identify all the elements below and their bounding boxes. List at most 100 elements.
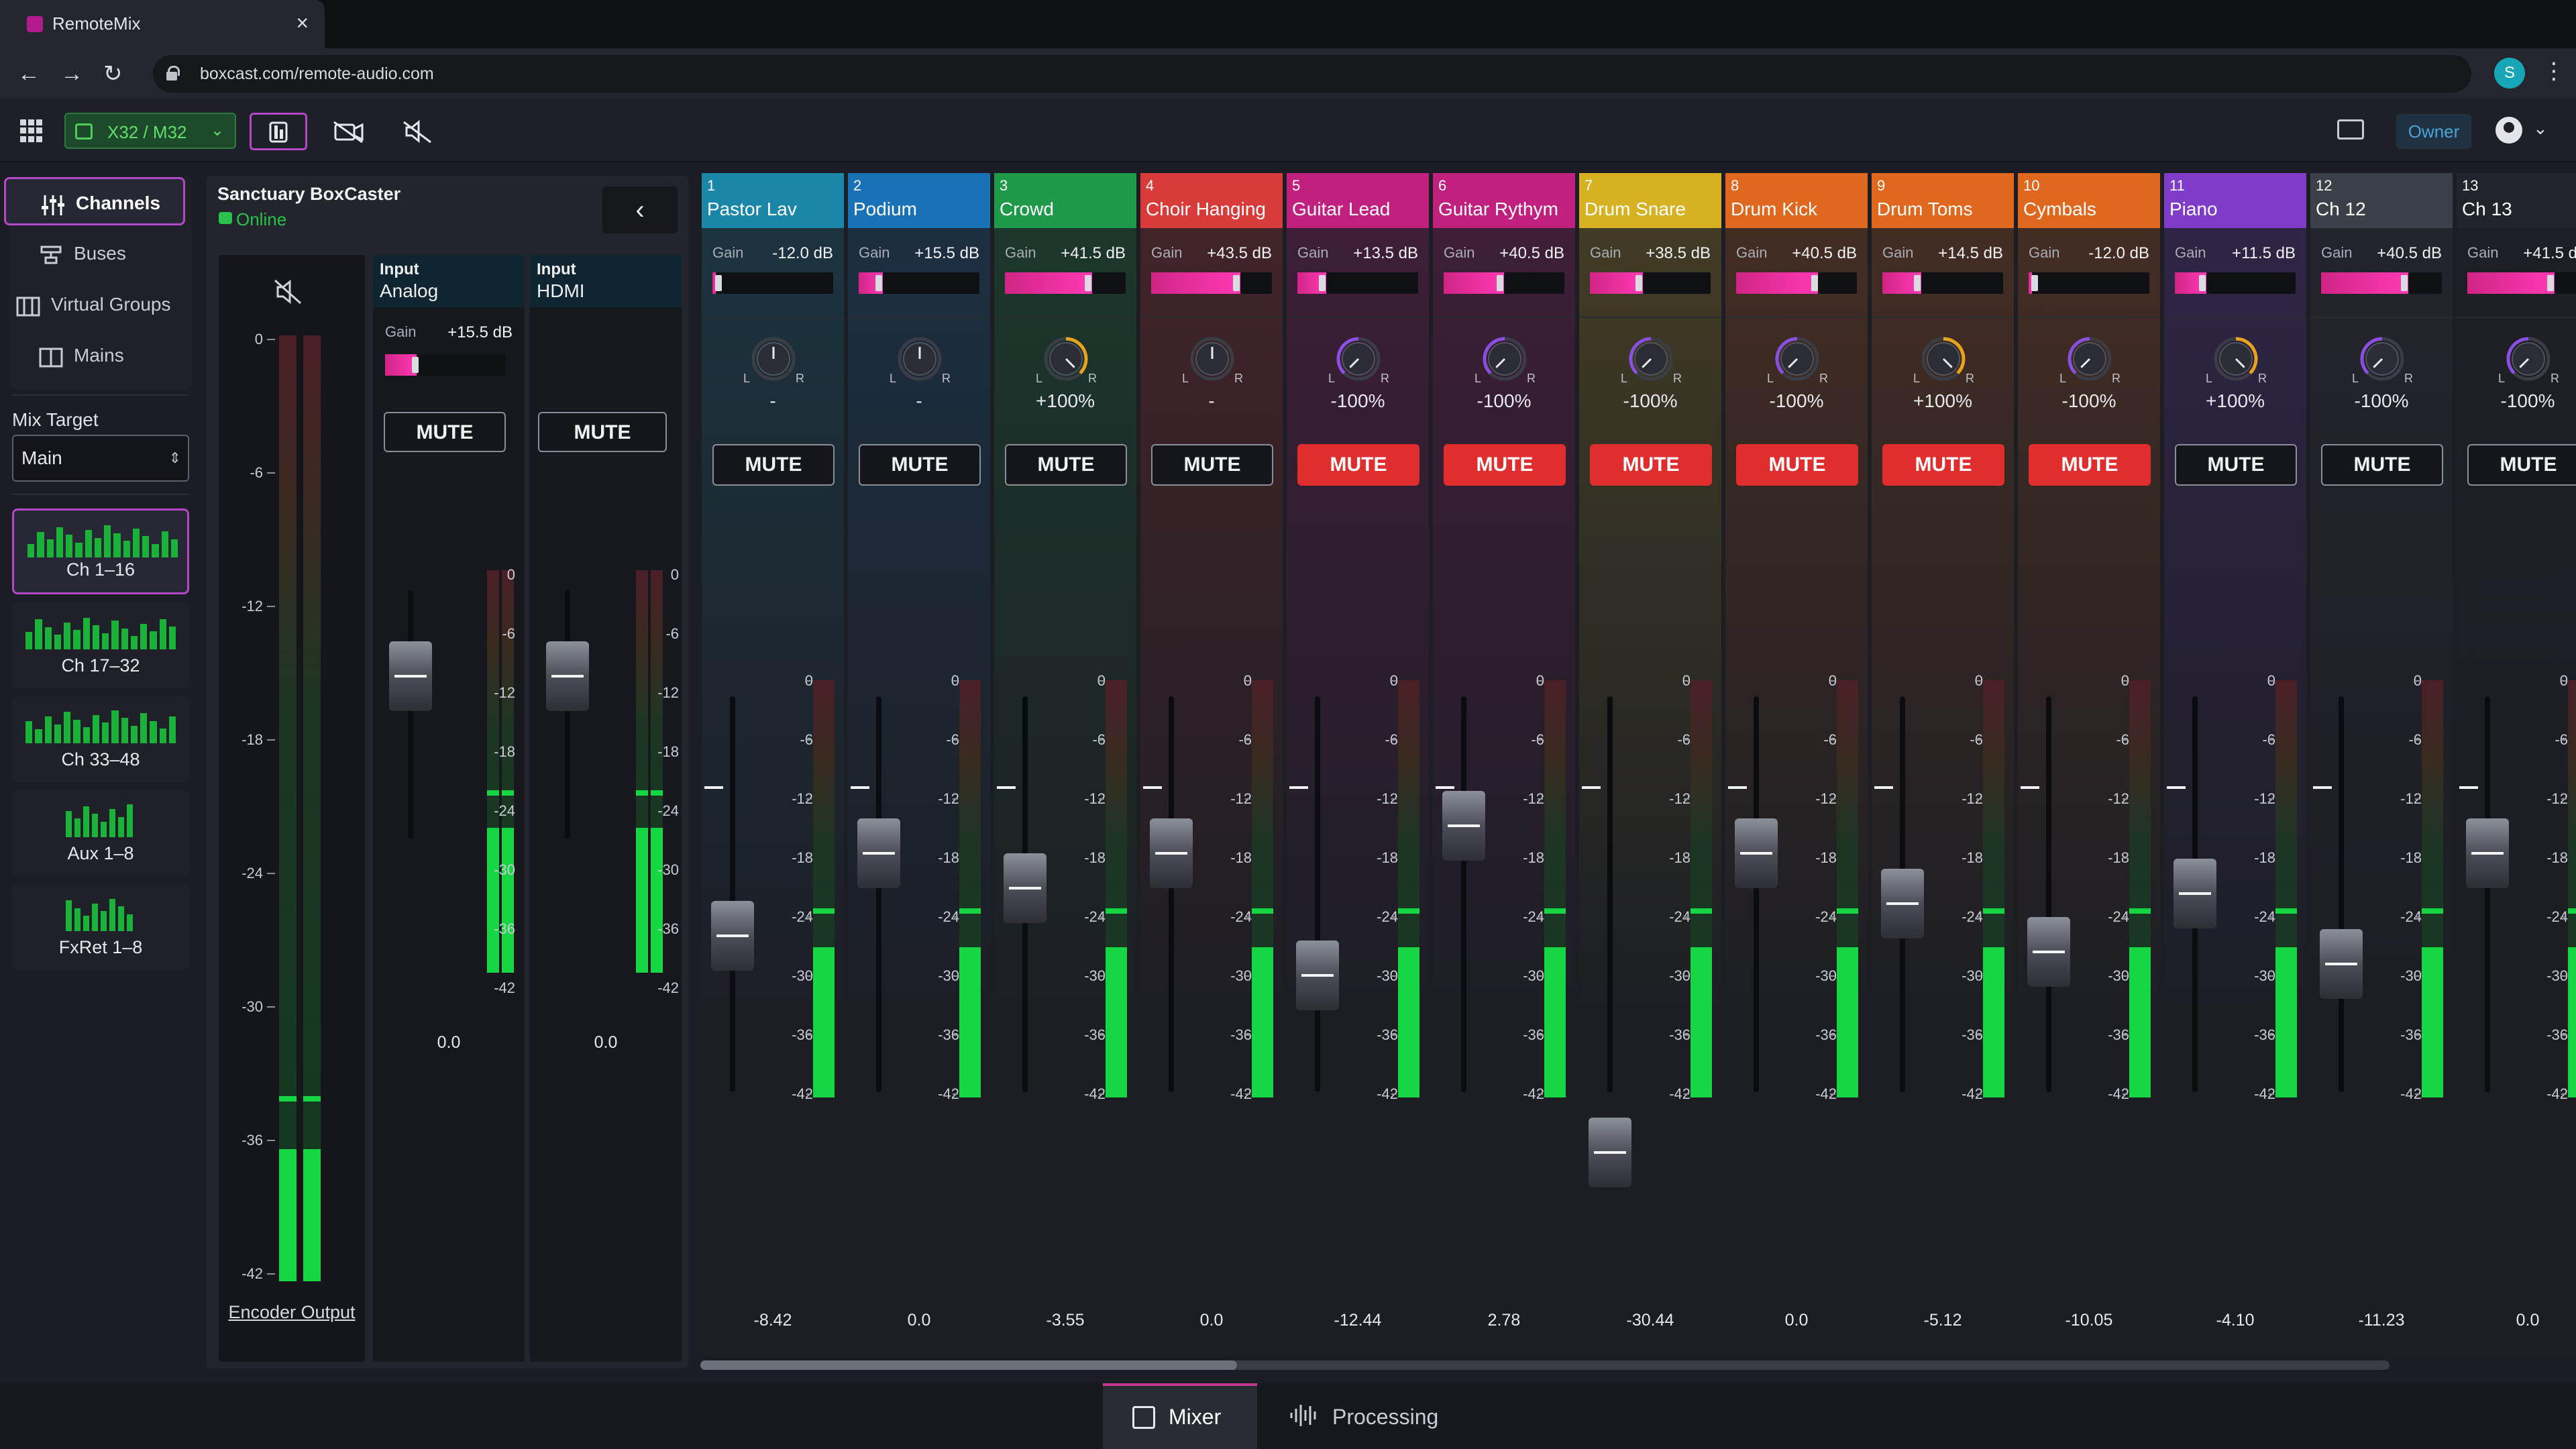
- channel-header[interactable]: 7 Drum Snare: [1579, 173, 1721, 228]
- gain-slider[interactable]: [2029, 272, 2149, 294]
- account-icon[interactable]: [2496, 117, 2522, 144]
- browser-profile-avatar[interactable]: S: [2494, 58, 2525, 89]
- fader-handle[interactable]: [2320, 929, 2363, 999]
- mute-button[interactable]: MUTE: [2029, 444, 2151, 486]
- sidebar-item-buses[interactable]: Buses: [4, 229, 185, 278]
- gain-slider[interactable]: [1736, 272, 1857, 294]
- pan-knob[interactable]: [1040, 333, 1092, 385]
- gain-slider[interactable]: [712, 272, 833, 294]
- device-selector[interactable]: X32 / M32 ⌄: [64, 113, 236, 149]
- mute-button[interactable]: MUTE: [712, 444, 835, 486]
- bank-fxret-1-8[interactable]: FxRet 1–8: [12, 884, 189, 970]
- gain-slider[interactable]: [2467, 272, 2576, 294]
- browser-menu-icon[interactable]: ⋮: [2542, 58, 2565, 84]
- fader-handle[interactable]: [1735, 818, 1778, 888]
- address-bar[interactable]: boxcast.com/remote-audio.com: [153, 55, 2471, 93]
- gain-slider[interactable]: [2321, 272, 2442, 294]
- channel-header[interactable]: 6 Guitar Rythym: [1433, 173, 1575, 228]
- mute-button[interactable]: MUTE: [1736, 444, 1858, 486]
- mute-button[interactable]: MUTE: [384, 412, 506, 452]
- sidebar-item-mains[interactable]: Mains: [4, 331, 185, 380]
- fader-handle[interactable]: [546, 641, 589, 711]
- close-tab-icon[interactable]: ×: [296, 11, 309, 35]
- channel-header[interactable]: 5 Guitar Lead: [1287, 173, 1429, 228]
- channel-header[interactable]: 1 Pastor Lav: [702, 173, 844, 228]
- pan-knob[interactable]: [1917, 333, 1970, 385]
- channel-header[interactable]: 9 Drum Toms: [1872, 173, 2014, 228]
- fader-handle[interactable]: [1442, 791, 1485, 861]
- collapse-panel-button[interactable]: ‹: [602, 186, 678, 233]
- fader-handle[interactable]: [1004, 853, 1046, 923]
- channel-header[interactable]: 10 Cymbals: [2018, 173, 2160, 228]
- mute-button[interactable]: MUTE: [2467, 444, 2576, 486]
- mute-button[interactable]: MUTE: [1297, 444, 1419, 486]
- fader-handle[interactable]: [1589, 1118, 1631, 1187]
- browser-tab[interactable]: RemoteMix ×: [0, 0, 325, 48]
- pan-knob[interactable]: [2356, 333, 2408, 385]
- fader-handle[interactable]: [711, 901, 754, 971]
- gain-slider[interactable]: [859, 272, 979, 294]
- mute-button[interactable]: MUTE: [2321, 444, 2443, 486]
- mute-button[interactable]: MUTE: [1151, 444, 1273, 486]
- gain-slider[interactable]: [385, 354, 506, 376]
- gain-slider[interactable]: [1151, 272, 1272, 294]
- chevron-down-icon[interactable]: ⌄: [2533, 118, 2548, 138]
- fader-handle[interactable]: [857, 818, 900, 888]
- fader-handle[interactable]: [1881, 869, 1924, 938]
- gain-slider[interactable]: [1005, 272, 1126, 294]
- sidebar-item-virtual-groups[interactable]: Virtual Groups: [4, 280, 185, 329]
- mixer-view-toggle[interactable]: [250, 113, 307, 150]
- pan-knob[interactable]: [1186, 333, 1238, 385]
- channel-header[interactable]: 2 Podium: [848, 173, 990, 228]
- fader-handle[interactable]: [1150, 818, 1193, 888]
- forward-arrow-icon[interactable]: →: [60, 61, 83, 87]
- bank-aux-1-8[interactable]: Aux 1–8: [12, 790, 189, 876]
- pan-knob[interactable]: [2502, 333, 2555, 385]
- bank-ch-1-16[interactable]: Ch 1–16: [12, 508, 189, 594]
- pan-knob[interactable]: [894, 333, 946, 385]
- fader-handle[interactable]: [1296, 941, 1339, 1010]
- mute-button[interactable]: MUTE: [1882, 444, 2004, 486]
- mix-target-select[interactable]: Main ⇕: [12, 435, 189, 482]
- channel-header[interactable]: 11 Piano: [2164, 173, 2306, 228]
- reload-icon[interactable]: ↻: [103, 61, 123, 87]
- tab-processing[interactable]: Processing: [1288, 1383, 1462, 1449]
- pan-knob[interactable]: [2210, 333, 2262, 385]
- tab-mixer[interactable]: Mixer: [1103, 1383, 1257, 1449]
- fader-handle[interactable]: [2174, 859, 2216, 928]
- app-grid-icon[interactable]: [20, 119, 43, 142]
- channel-header[interactable]: 13 Ch 13: [2457, 173, 2576, 228]
- mute-button[interactable]: MUTE: [538, 412, 667, 452]
- channel-header[interactable]: 12 Ch 12: [2310, 173, 2453, 228]
- fader-handle[interactable]: [2466, 818, 2509, 888]
- encoder-output-link[interactable]: Encoder Output: [228, 1302, 356, 1322]
- mute-button[interactable]: MUTE: [1590, 444, 1712, 486]
- pan-knob[interactable]: [1625, 333, 1677, 385]
- pan-knob[interactable]: [1332, 333, 1385, 385]
- scrollbar-thumb[interactable]: [700, 1360, 1237, 1370]
- audio-off-toggle[interactable]: [389, 113, 447, 150]
- gain-slider[interactable]: [1590, 272, 1711, 294]
- pan-knob[interactable]: [2063, 333, 2116, 385]
- mute-button[interactable]: MUTE: [1444, 444, 1566, 486]
- bank-ch-33-48[interactable]: Ch 33–48: [12, 696, 189, 782]
- video-off-toggle[interactable]: [319, 113, 377, 150]
- fader-handle[interactable]: [2027, 917, 2070, 987]
- bank-ch-17-32[interactable]: Ch 17–32: [12, 602, 189, 688]
- keyboard-icon[interactable]: [2337, 119, 2364, 140]
- mute-button[interactable]: MUTE: [1005, 444, 1127, 486]
- pan-knob[interactable]: [1479, 333, 1531, 385]
- back-arrow-icon[interactable]: ←: [17, 61, 40, 87]
- pan-knob[interactable]: [747, 333, 800, 385]
- fader-handle[interactable]: [389, 641, 432, 711]
- pan-knob[interactable]: [1771, 333, 1823, 385]
- sidebar-item-channels[interactable]: Channels: [4, 177, 185, 225]
- gain-slider[interactable]: [2175, 272, 2296, 294]
- gain-slider[interactable]: [1882, 272, 2003, 294]
- gain-slider[interactable]: [1444, 272, 1564, 294]
- channel-header[interactable]: 8 Drum Kick: [1725, 173, 1868, 228]
- mute-button[interactable]: MUTE: [2175, 444, 2297, 486]
- channel-header[interactable]: 3 Crowd: [994, 173, 1136, 228]
- mute-button[interactable]: MUTE: [859, 444, 981, 486]
- gain-slider[interactable]: [1297, 272, 1418, 294]
